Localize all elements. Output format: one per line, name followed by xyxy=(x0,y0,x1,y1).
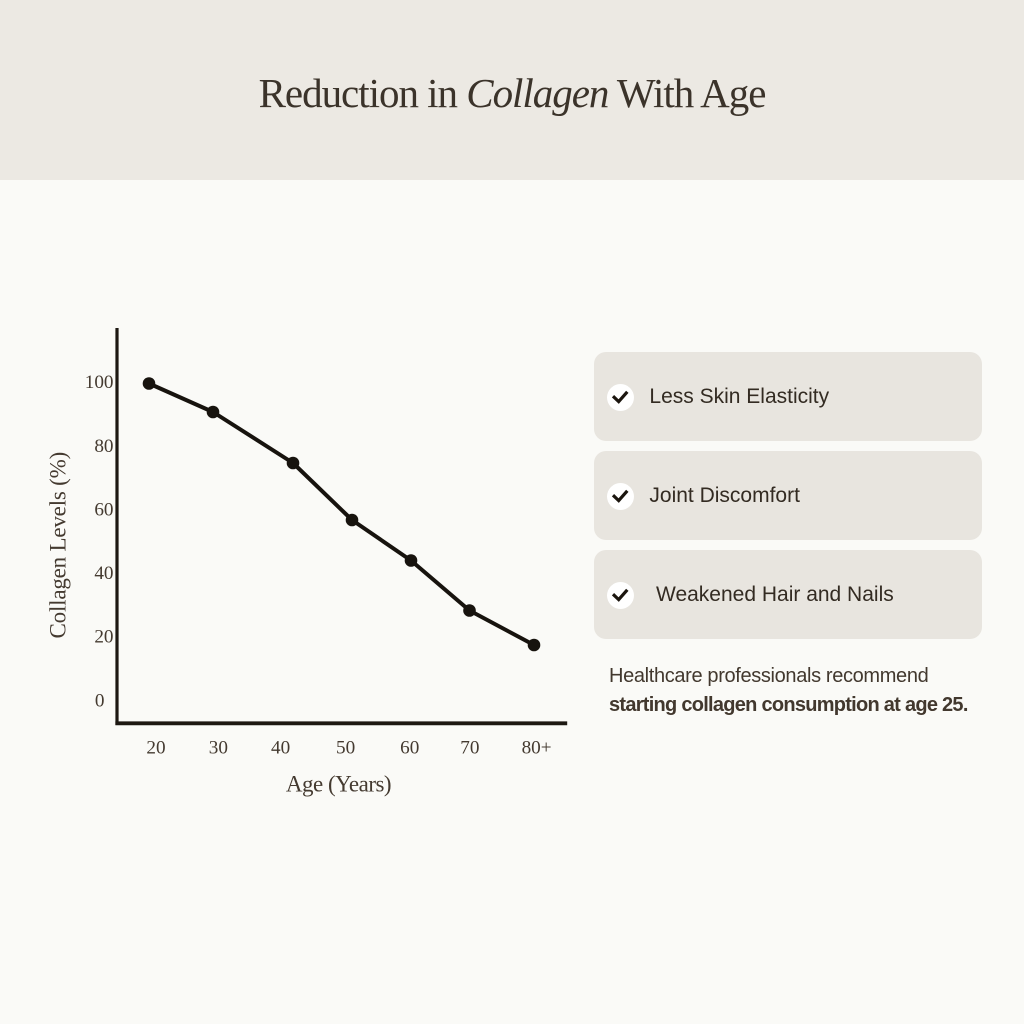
svg-text:0: 0 xyxy=(95,690,105,711)
svg-text:100: 100 xyxy=(85,372,114,393)
svg-text:Collagen Levels (%): Collagen Levels (%) xyxy=(45,452,70,639)
svg-text:20: 20 xyxy=(146,738,165,759)
svg-text:30: 30 xyxy=(209,738,228,759)
svg-text:Age (Years): Age (Years) xyxy=(286,772,391,797)
svg-text:60: 60 xyxy=(94,500,113,521)
svg-text:80: 80 xyxy=(94,436,113,457)
svg-text:50: 50 xyxy=(336,738,355,759)
svg-text:20: 20 xyxy=(94,627,113,648)
svg-text:40: 40 xyxy=(271,738,290,759)
svg-text:80+: 80+ xyxy=(522,738,552,759)
svg-text:40: 40 xyxy=(94,563,113,584)
svg-text:70: 70 xyxy=(460,738,479,759)
svg-text:60: 60 xyxy=(400,738,419,759)
